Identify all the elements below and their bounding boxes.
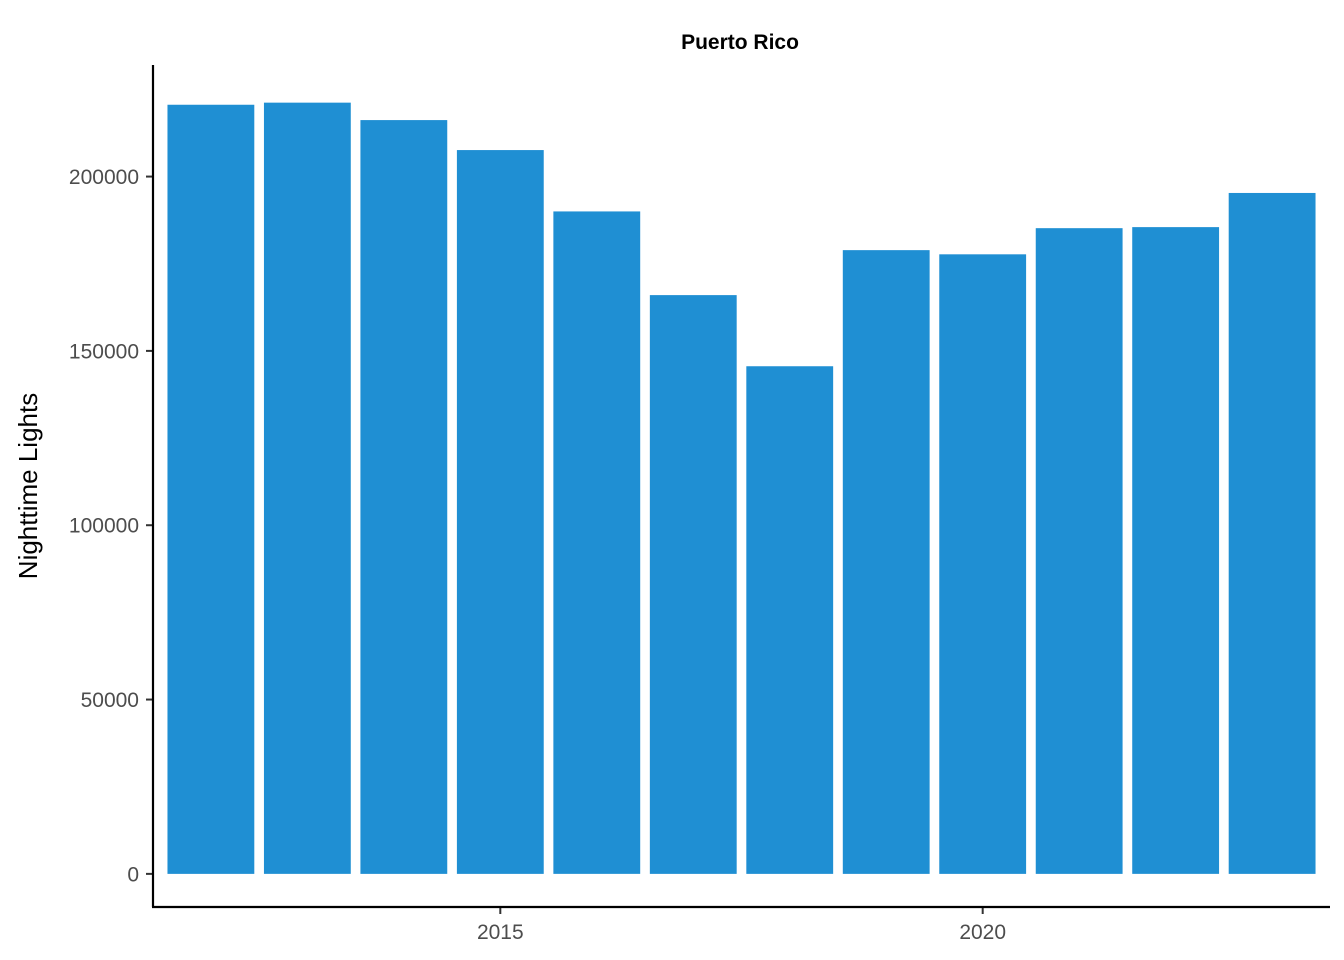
- y-tick-label: 50000: [81, 689, 139, 712]
- bar-2016: [553, 211, 641, 874]
- y-axis-label: Nighttime Lights: [13, 393, 43, 579]
- bar-2023: [1228, 192, 1316, 874]
- y-tick-label: 200000: [69, 166, 139, 189]
- bar-2020: [939, 254, 1027, 874]
- bar-2013: [263, 102, 351, 874]
- y-tick-label: 100000: [69, 515, 139, 538]
- bar-2022: [1132, 227, 1220, 874]
- x-tick-label: 2020: [959, 921, 1006, 944]
- bar-2012: [167, 104, 255, 874]
- y-axis-ticks: 0 50000 100000 150000 200000: [69, 166, 153, 886]
- x-tick-label: 2015: [477, 921, 524, 944]
- bar-2018: [746, 366, 834, 874]
- bar-2015: [456, 150, 544, 874]
- x-axis-ticks: 2015 2020: [477, 907, 1006, 944]
- bar-2014: [360, 120, 448, 874]
- bar-2017: [649, 295, 737, 874]
- y-tick-label: 0: [127, 863, 139, 886]
- bar-2019: [842, 250, 930, 874]
- bar-2021: [1035, 228, 1123, 874]
- chart-title: Puerto Rico: [681, 31, 799, 54]
- bars-group: [167, 102, 1316, 874]
- y-tick-label: 150000: [69, 340, 139, 363]
